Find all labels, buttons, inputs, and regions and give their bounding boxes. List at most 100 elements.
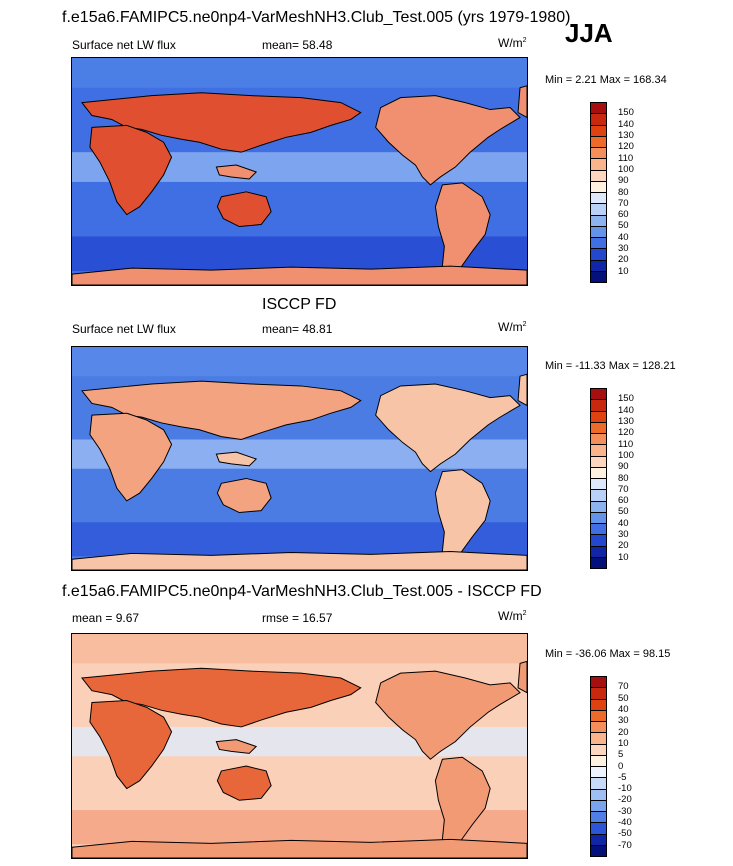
panel3-map bbox=[71, 633, 528, 859]
colorbar-swatch bbox=[591, 512, 606, 524]
colorbar-tick-label: 30 bbox=[618, 243, 629, 255]
colorbar-tick-label: 140 bbox=[618, 404, 634, 416]
colorbar-swatch bbox=[591, 114, 606, 126]
colorbar-tick-label: 120 bbox=[618, 141, 634, 153]
colorbar-tick-label: 100 bbox=[618, 449, 634, 461]
panel3-title: f.e15a6.FAMIPC5.ne0np4-VarMeshNH3.Club_T… bbox=[62, 583, 542, 600]
panel1-minmax: Min = 2.21 Max = 168.34 bbox=[545, 74, 667, 86]
colorbar-swatch bbox=[591, 800, 606, 812]
panel1-variable-label: Surface net LW flux bbox=[72, 38, 176, 52]
colorbar-tick-label: 5 bbox=[618, 749, 624, 761]
colorbar-tick-label: 130 bbox=[618, 415, 634, 427]
colorbar-swatch bbox=[591, 677, 606, 689]
colorbar-swatch bbox=[591, 249, 606, 261]
colorbar-swatch bbox=[591, 744, 606, 756]
arctic-band bbox=[72, 634, 527, 664]
colorbar-swatch bbox=[591, 181, 606, 193]
map-svg bbox=[72, 58, 527, 285]
colorbar-tick-label: 90 bbox=[618, 461, 629, 473]
colorbar-swatch bbox=[591, 546, 606, 558]
colorbar-tick-label: 40 bbox=[618, 231, 629, 243]
colorbar-swatch bbox=[591, 456, 606, 468]
colorbar-swatch bbox=[591, 215, 606, 227]
panel3-minmax: Min = -36.06 Max = 98.15 bbox=[545, 648, 671, 660]
continent-outline bbox=[72, 265, 527, 285]
colorbar-swatch bbox=[591, 490, 606, 502]
colorbar-swatch bbox=[591, 524, 606, 536]
colorbar-swatch bbox=[591, 722, 606, 734]
colorbar-swatch bbox=[591, 823, 606, 835]
colorbar-tick-label: 70 bbox=[618, 483, 629, 495]
colorbar-swatch bbox=[591, 733, 606, 745]
panel2-colorbar bbox=[590, 388, 607, 569]
continent-outline bbox=[89, 412, 173, 502]
panel2-variable-label: Surface net LW flux bbox=[72, 322, 176, 336]
colorbar-swatch bbox=[591, 159, 606, 171]
colorbar-tick-label: 10 bbox=[618, 265, 629, 277]
continent-outline bbox=[216, 191, 272, 228]
panel2-map bbox=[71, 346, 528, 571]
panel3-units: W/m2 bbox=[498, 609, 527, 623]
continent-outline bbox=[375, 95, 521, 186]
colorbar-tick-label: 20 bbox=[618, 726, 629, 738]
colorbar-tick-label: 110 bbox=[618, 438, 634, 450]
panel2-minmax: Min = -11.33 Max = 128.21 bbox=[545, 360, 676, 372]
panel1-colorbar bbox=[590, 102, 607, 283]
colorbar-tick-label: 30 bbox=[618, 715, 629, 727]
continent-outline bbox=[517, 85, 527, 119]
continent-outline bbox=[89, 700, 173, 790]
continent-outline bbox=[517, 660, 527, 694]
colorbar-tick-label: 10 bbox=[618, 737, 629, 749]
colorbar-swatch bbox=[591, 755, 606, 767]
arctic-band bbox=[72, 58, 527, 88]
continent-outline bbox=[215, 451, 258, 467]
colorbar-swatch bbox=[591, 136, 606, 148]
panel3-mean-label: mean = 9.67 bbox=[72, 611, 140, 625]
colorbar-swatch bbox=[591, 411, 606, 423]
colorbar-tick-label: 40 bbox=[618, 517, 629, 529]
colorbar-tick-label: 40 bbox=[618, 703, 629, 715]
colorbar-tick-label: -40 bbox=[618, 817, 632, 829]
colorbar-swatch bbox=[591, 699, 606, 711]
colorbar-swatch bbox=[591, 767, 606, 779]
colorbar-tick-label: 120 bbox=[618, 427, 634, 439]
arctic-band bbox=[72, 347, 527, 377]
colorbar-swatch bbox=[591, 226, 606, 238]
colorbar-tick-label: 140 bbox=[618, 118, 634, 130]
colorbar-swatch bbox=[591, 103, 606, 115]
colorbar-tick-label: 30 bbox=[618, 529, 629, 541]
colorbar-swatch bbox=[591, 204, 606, 216]
colorbar-swatch bbox=[591, 845, 606, 856]
colorbar-swatch bbox=[591, 812, 606, 824]
colorbar-tick-label: 60 bbox=[618, 495, 629, 507]
panel1-mean-label: mean= 58.48 bbox=[262, 38, 333, 52]
colorbar-swatch bbox=[591, 170, 606, 182]
season-label: JJA bbox=[565, 18, 613, 48]
colorbar-swatch bbox=[591, 535, 606, 547]
continent-outline bbox=[215, 739, 258, 754]
continent-outline bbox=[216, 477, 272, 514]
continent-outline bbox=[375, 383, 521, 473]
panel3-colorbar bbox=[590, 676, 607, 857]
colorbar-tick-label: 50 bbox=[618, 220, 629, 232]
colorbar-tick-label: -5 bbox=[618, 771, 627, 783]
colorbar-swatch bbox=[591, 501, 606, 513]
colorbar-tick-label: -30 bbox=[618, 805, 632, 817]
panel2-colorbar-ticks: 150 140 130 120 110 100 90 80 70 60 50 40 30 20 10 bbox=[618, 388, 648, 569]
colorbar-swatch bbox=[591, 557, 606, 568]
continent-outline bbox=[72, 551, 527, 570]
colorbar-tick-label: 10 bbox=[618, 551, 629, 563]
colorbar-tick-label: 20 bbox=[618, 254, 629, 266]
panel2-units: W/m2 bbox=[498, 320, 527, 334]
colorbar-tick-label: 70 bbox=[618, 197, 629, 209]
colorbar-swatch bbox=[591, 778, 606, 790]
map-svg bbox=[72, 347, 527, 570]
colorbar-swatch bbox=[591, 422, 606, 434]
colorbar-tick-label: 90 bbox=[618, 175, 629, 187]
colorbar-tick-label: 130 bbox=[618, 129, 634, 141]
map-svg bbox=[72, 634, 527, 858]
colorbar-swatch bbox=[591, 467, 606, 479]
panel3-rmse-label: rmse = 16.57 bbox=[262, 611, 333, 625]
colorbar-swatch bbox=[591, 389, 606, 401]
colorbar-swatch bbox=[591, 710, 606, 722]
